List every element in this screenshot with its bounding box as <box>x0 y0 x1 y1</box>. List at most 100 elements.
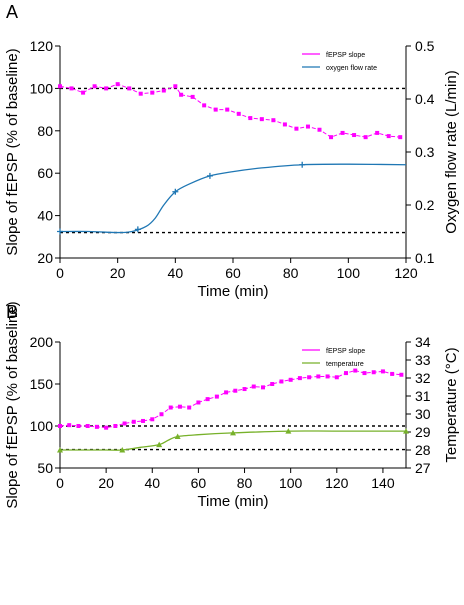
y-tick-label-right: 33 <box>415 352 431 368</box>
y-axis-title-left: Slope of fEPSP (% of baseline) <box>4 48 21 255</box>
fepsp-data-point <box>161 88 166 93</box>
temperature-data-point <box>285 428 292 434</box>
oxygen-series-line <box>59 163 407 234</box>
fepsp-data-point <box>58 84 62 89</box>
fepsp-data-point <box>138 91 143 96</box>
fepsp-data-point <box>76 424 81 428</box>
oxygen-data-point <box>57 228 63 235</box>
x-tick-label: 0 <box>56 475 64 491</box>
fepsp-data-point <box>131 419 136 424</box>
x-axis-title: Time (min) <box>197 283 268 300</box>
fepsp-data-point <box>375 130 380 135</box>
fepsp-data-point <box>213 107 218 112</box>
oxygen-data-point <box>172 188 179 195</box>
fepsp-data-point <box>259 117 264 122</box>
fepsp-data-point <box>141 418 146 423</box>
y-tick-label-right: 29 <box>415 424 431 440</box>
fepsp-data-point <box>113 424 118 428</box>
oxygen-data-point <box>134 226 141 233</box>
y-tick-label-right: 30 <box>415 406 431 422</box>
y-tick-label-left: 60 <box>37 165 53 181</box>
fepsp-data-point <box>85 424 90 428</box>
oxygen-data-point <box>206 172 213 179</box>
fepsp-data-point <box>398 135 403 140</box>
y-tick-label-right: 28 <box>415 442 431 458</box>
fepsp-data-point <box>104 86 109 91</box>
y-tick-label-left: 120 <box>30 38 54 54</box>
fepsp-data-point <box>399 372 404 377</box>
x-tick-label: 100 <box>337 265 361 281</box>
y-tick-label-right: 31 <box>415 388 431 404</box>
temperature-data-point <box>174 433 181 439</box>
legend-label-fepsp: fEPSP slope <box>326 52 365 59</box>
legend-label-oxygen: oxygen flow rate <box>326 65 377 72</box>
fepsp-data-point <box>251 384 256 389</box>
temperature-data-point <box>57 447 63 453</box>
fepsp-data-point <box>67 423 72 428</box>
fepsp-data-point <box>371 370 376 375</box>
fepsp-data-point <box>390 371 395 376</box>
panel-label: A <box>6 2 18 22</box>
legend-label-fepsp: fEPSP slope <box>326 348 365 355</box>
x-axis-title: Time (min) <box>197 493 268 510</box>
fepsp-data-point <box>380 369 385 374</box>
fepsp-data-point <box>307 375 312 380</box>
fepsp-data-point <box>329 135 334 140</box>
fepsp-data-point <box>92 84 97 89</box>
fepsp-data-point <box>353 368 358 373</box>
x-tick-label: 60 <box>225 265 241 281</box>
fepsp-data-point <box>58 424 62 428</box>
fepsp-data-point <box>294 126 299 131</box>
fepsp-data-point <box>214 394 219 399</box>
panel-label: B <box>6 302 18 322</box>
fepsp-data-point <box>190 94 195 99</box>
fepsp-data-point <box>260 385 265 390</box>
fepsp-data-point <box>187 405 192 410</box>
fepsp-data-point <box>233 388 238 393</box>
y-tick-label-left: 50 <box>37 460 53 476</box>
fepsp-data-point <box>122 421 127 426</box>
fepsp-data-point <box>316 374 321 379</box>
y-tick-label-left: 150 <box>30 376 54 392</box>
fepsp-data-point <box>363 135 368 140</box>
fepsp-data-point <box>340 130 345 135</box>
y-tick-label-right: 0.5 <box>415 38 435 54</box>
fepsp-series-line <box>59 83 401 138</box>
x-tick-label: 20 <box>110 265 126 281</box>
fepsp-data-point <box>196 400 201 405</box>
x-tick-label: 120 <box>394 265 418 281</box>
fepsp-data-point <box>150 417 155 422</box>
y-tick-label-left: 100 <box>30 418 54 434</box>
y-tick-label-right: 0.2 <box>415 197 435 213</box>
fepsp-data-point <box>282 122 287 127</box>
x-tick-label: 80 <box>283 265 299 281</box>
y-tick-label-right: 27 <box>415 460 431 476</box>
fepsp-data-point <box>168 405 173 410</box>
y-axis-title-right: Temperature (°C) <box>443 347 460 462</box>
y-tick-label-right: 32 <box>415 370 431 386</box>
x-tick-label: 100 <box>279 475 303 491</box>
fepsp-data-point <box>325 374 330 379</box>
y-tick-label-left: 80 <box>37 123 53 139</box>
fepsp-data-point <box>270 382 275 386</box>
x-tick-label: 60 <box>191 475 207 491</box>
fepsp-data-point <box>362 371 367 376</box>
x-tick-label: 140 <box>371 475 395 491</box>
x-tick-label: 0 <box>56 265 64 281</box>
legend-label-temperature: temperature <box>326 361 364 368</box>
temperature-data-point <box>403 428 409 434</box>
fepsp-data-point <box>159 412 164 417</box>
fepsp-data-point <box>127 86 132 91</box>
fepsp-data-point <box>344 371 349 376</box>
y-tick-label-right: 0.1 <box>415 250 435 266</box>
fepsp-data-point <box>271 118 276 123</box>
x-tick-label: 40 <box>168 265 184 281</box>
fepsp-data-point <box>177 404 182 409</box>
y-axis-title-left: Slope of fEPSP (% of baseline) <box>4 301 21 508</box>
y-tick-label-right: 34 <box>415 334 431 350</box>
oxygen-data-point <box>299 161 306 168</box>
fepsp-data-point <box>224 390 229 395</box>
y-axis-title-right: Oxygen flow rate (L/min) <box>443 70 460 233</box>
